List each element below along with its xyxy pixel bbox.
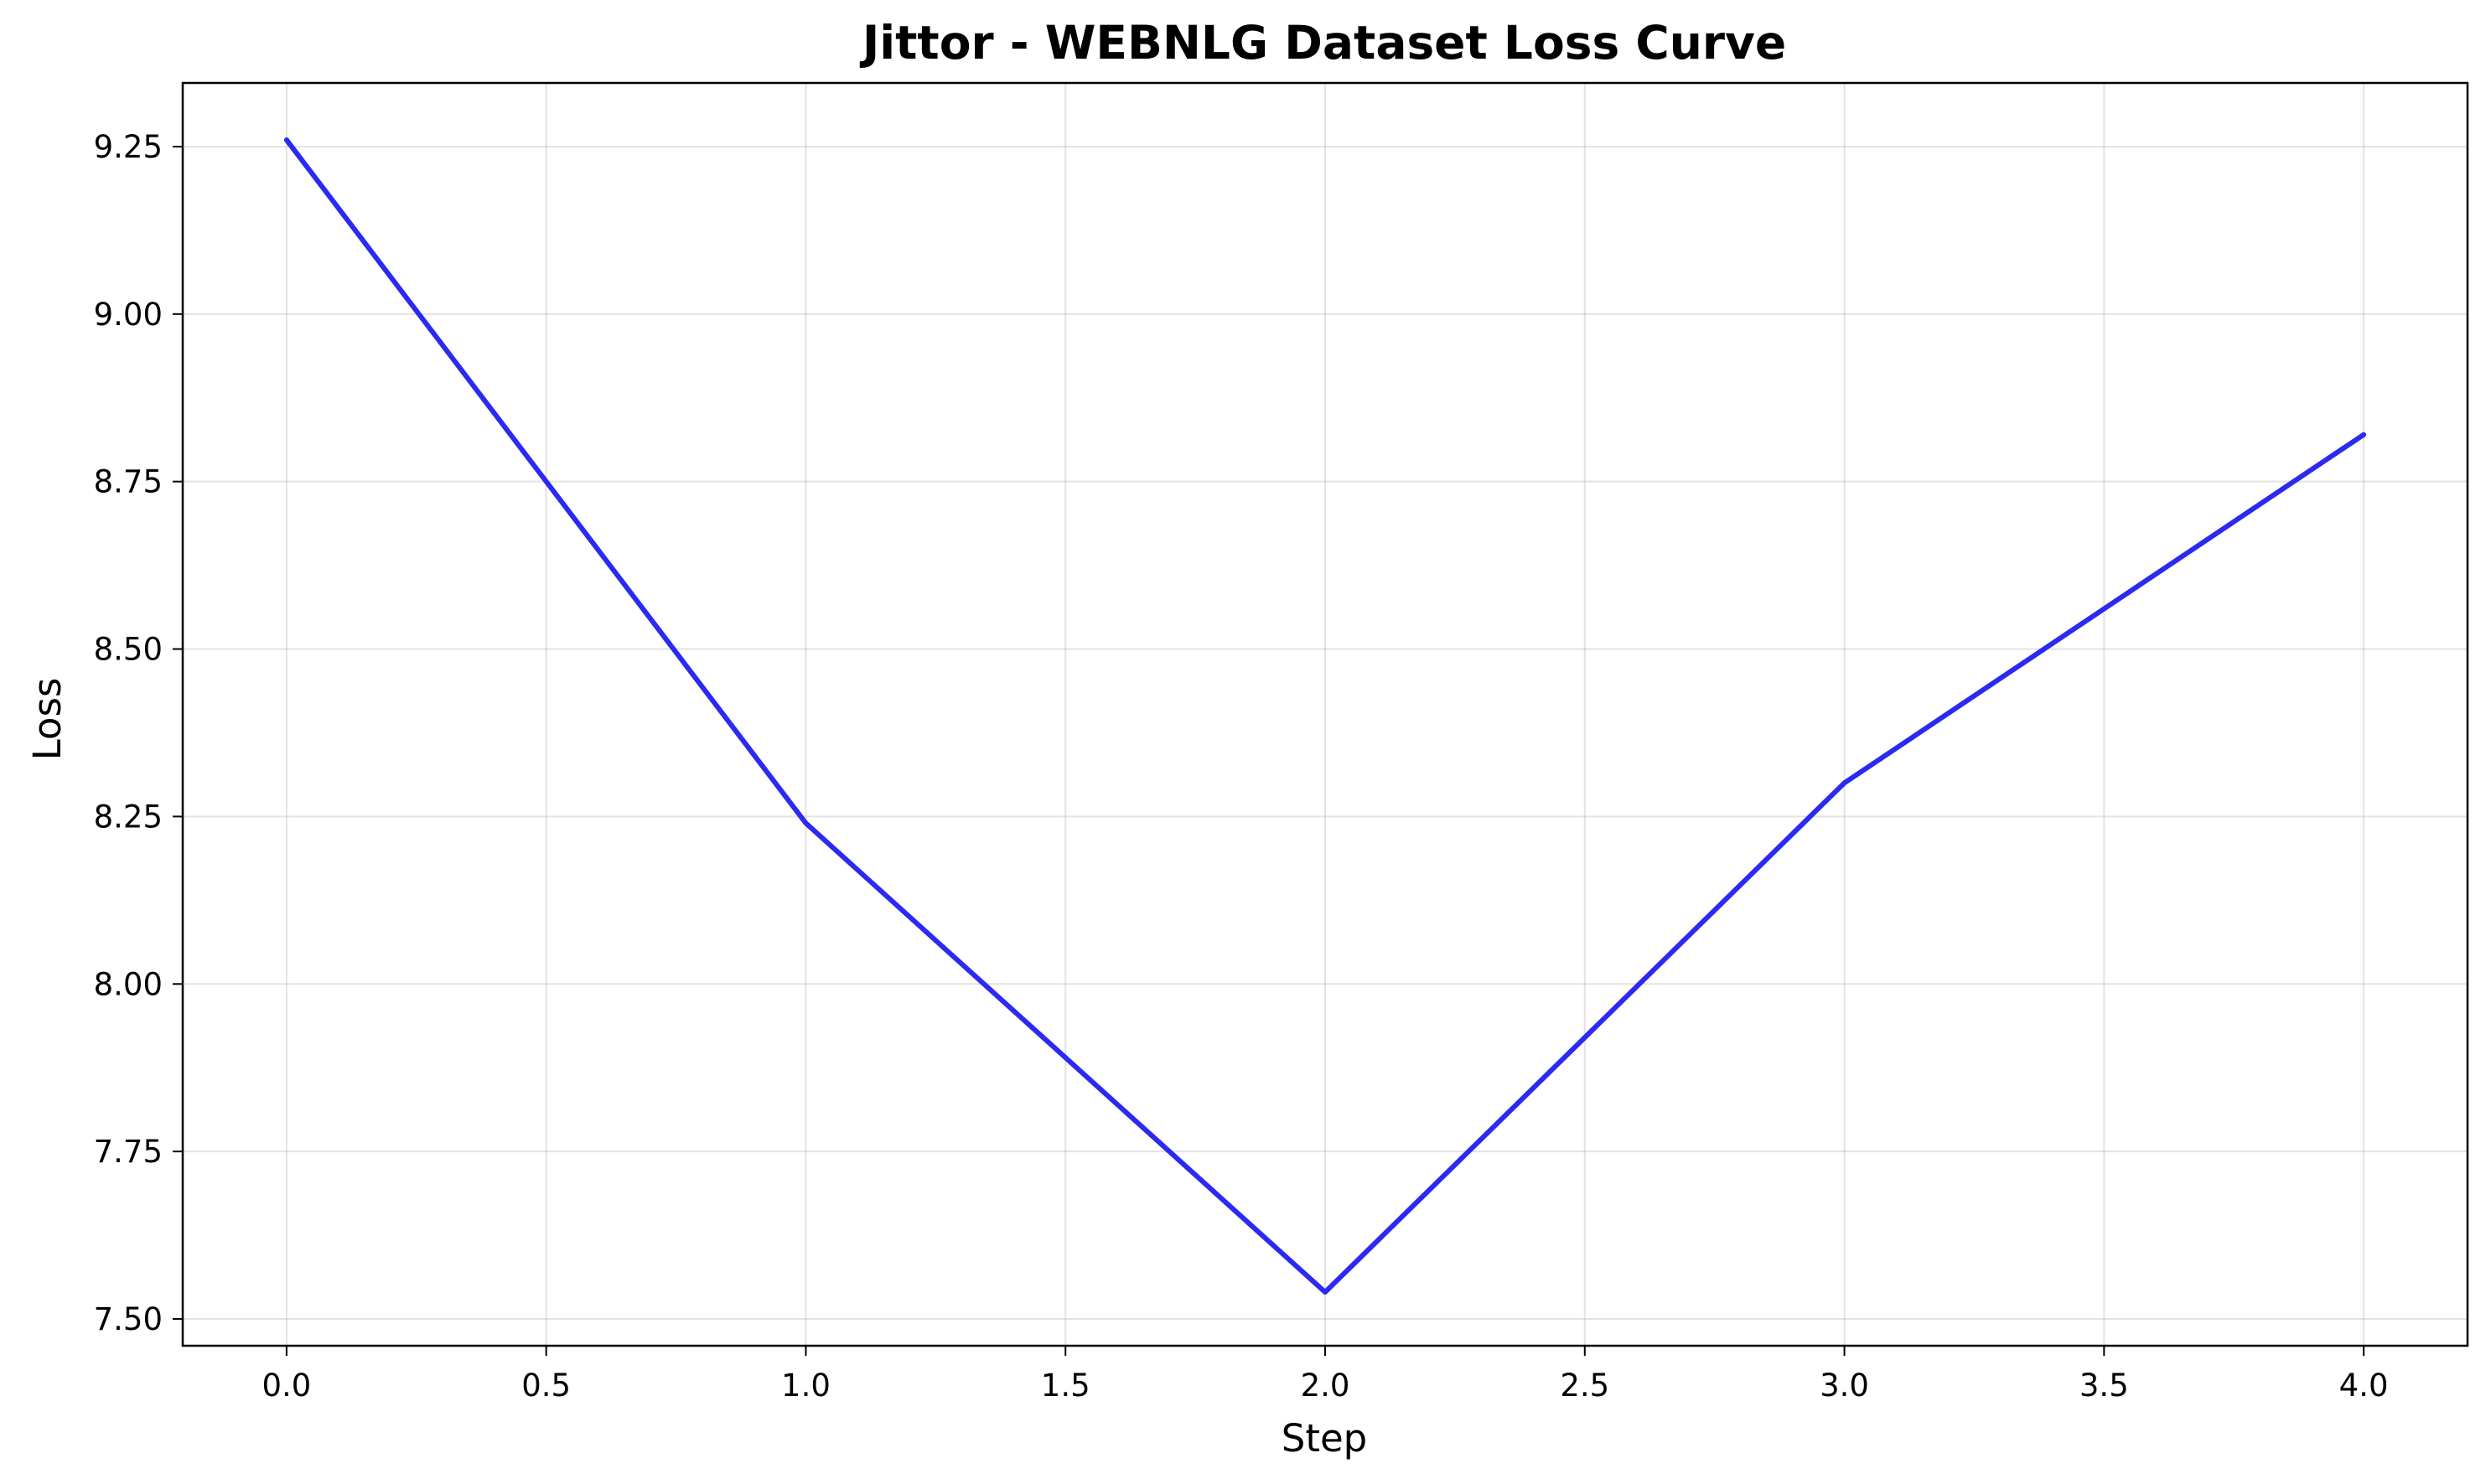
- y-tick-label: 9.25: [94, 129, 163, 165]
- y-tick-label: 8.00: [94, 966, 163, 1002]
- x-tick-label: 3.0: [1820, 1368, 1869, 1404]
- grid-lines: [183, 83, 2468, 1346]
- y-axis-label: Loss: [25, 678, 70, 761]
- y-tick-label: 8.50: [94, 632, 163, 668]
- x-tick-label: 3.5: [2079, 1368, 2129, 1404]
- x-tick-label: 4.0: [2339, 1368, 2389, 1404]
- chart-title: Jittor - WEBNLG Dataset Loss Curve: [859, 16, 1786, 70]
- x-tick-label: 2.5: [1560, 1368, 1609, 1404]
- x-tick-label: 2.0: [1301, 1368, 1350, 1404]
- axis-ticks: 0.0 0.5 1.0 1.5 2.0 2.5 3.0 3.5 4.0 7.50 7.75 8.00 8…: [94, 129, 2389, 1404]
- x-tick-label: 0.5: [521, 1368, 571, 1404]
- plot-area-frame: [181, 81, 2469, 1347]
- x-tick-label: 1.0: [781, 1368, 831, 1404]
- y-tick-label: 7.50: [94, 1301, 163, 1337]
- y-tick-label: 9.00: [94, 297, 163, 333]
- data-series: [283, 137, 2367, 1295]
- y-tick-label: 8.75: [94, 464, 163, 500]
- x-axis-label: Step: [1282, 1416, 1367, 1461]
- x-tick-label: 1.5: [1041, 1368, 1090, 1404]
- y-tick-label: 8.25: [94, 799, 163, 835]
- y-tick-label: 7.75: [94, 1134, 163, 1170]
- x-tick-label: 0.0: [262, 1368, 311, 1404]
- loss-series-line: [283, 137, 2367, 1295]
